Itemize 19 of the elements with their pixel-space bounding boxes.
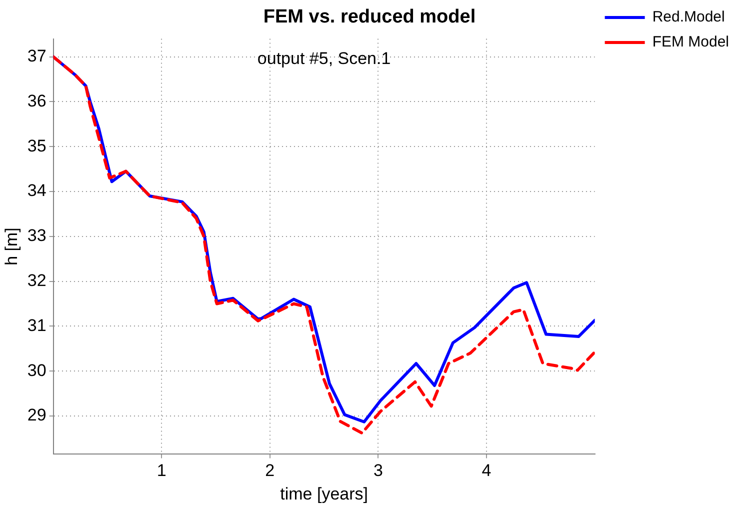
y-tick-label: 30 (27, 360, 46, 380)
x-tick-label: 1 (156, 461, 166, 480)
legend-label: FEM Model (652, 34, 730, 51)
x-tick-label: 2 (265, 461, 275, 480)
y-axis-title: h [m] (2, 228, 21, 266)
x-tick-label: 4 (482, 461, 492, 480)
y-tick-label: 32 (27, 270, 46, 290)
chart-title: FEM vs. reduced model (263, 6, 476, 28)
y-tick-label: 36 (27, 91, 46, 110)
y-tick-label: 34 (27, 181, 46, 200)
y-tick-label: 31 (27, 316, 46, 335)
legend-label: Red.Model (652, 8, 725, 26)
x-tick-label: 3 (373, 461, 383, 480)
y-tick-label: 37 (27, 46, 46, 66)
annotation: output #5, Scen.1 (257, 48, 391, 68)
y-tick-label: 29 (27, 406, 46, 425)
y-tick-label: 33 (27, 226, 46, 246)
y-tick-label: 35 (27, 136, 46, 156)
x-axis-title: time [years] (280, 484, 368, 504)
